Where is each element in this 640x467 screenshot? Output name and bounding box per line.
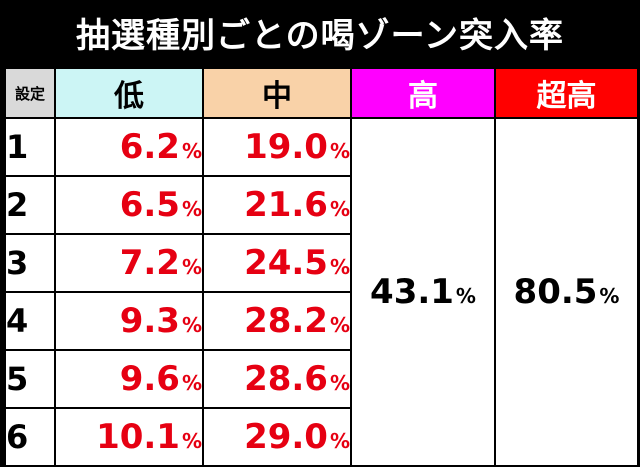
mid-rate-cell: 28.2%	[202, 291, 352, 351]
rate-value: 80.5	[513, 272, 598, 312]
high-rate-cell: 43.1%	[350, 117, 496, 467]
percent-unit: %	[329, 371, 350, 395]
rate-value: 9.3	[119, 301, 180, 341]
percent-unit: %	[181, 255, 202, 279]
header-low: 低	[54, 67, 204, 119]
mid-rate-cell: 28.6%	[202, 349, 352, 409]
percent-unit: %	[455, 284, 476, 308]
low-rate-cell: 10.1%	[54, 407, 204, 467]
setting-cell: 5	[4, 349, 56, 409]
percent-unit: %	[329, 313, 350, 337]
percent-unit: %	[329, 197, 350, 221]
rate-value: 28.2	[244, 301, 328, 341]
low-rate-cell: 9.6%	[54, 349, 204, 409]
percent-unit: %	[329, 139, 350, 163]
header-super-high: 超高	[494, 67, 639, 119]
rate-value: 19.0	[244, 127, 328, 167]
rate-value: 7.2	[119, 243, 180, 283]
rate-value: 28.6	[244, 359, 328, 399]
setting-cell: 6	[4, 407, 56, 467]
rate-value: 9.6	[119, 359, 180, 399]
header-high: 高	[350, 67, 496, 119]
mid-rate-cell: 21.6%	[202, 175, 352, 235]
low-rate-cell: 6.5%	[54, 175, 204, 235]
setting-cell: 1	[4, 117, 56, 177]
low-rate-cell: 6.2%	[54, 117, 204, 177]
table-row: 1 6.2% 19.0% 43.1% 80.5%	[4, 117, 639, 467]
table-row: 4 9.3% 28.2%	[4, 291, 638, 351]
setting-cell: 2	[4, 175, 56, 235]
table-row: 3 7.2% 24.5%	[4, 233, 638, 293]
mid-rate-cell: 19.0%	[202, 117, 352, 177]
rate-value: 6.2	[119, 127, 180, 167]
page-title: 抽選種別ごとの喝ゾーン突入率	[76, 15, 564, 56]
table-row: 5 9.6% 28.6%	[4, 349, 638, 409]
low-rate-cell: 9.3%	[54, 291, 204, 351]
setting-cell: 4	[4, 291, 56, 351]
mid-rate-cell: 24.5%	[202, 233, 352, 293]
percent-unit: %	[329, 255, 350, 279]
table-row: 2 6.5% 21.6%	[4, 175, 638, 235]
mid-rate-cell: 29.0%	[202, 407, 352, 467]
rate-value: 6.5	[119, 185, 180, 225]
rate-value: 10.1	[96, 417, 180, 457]
rate-table: 設定 低 中 高 超高 1 6.2% 19.0% 43.1% 80.5% 2 6…	[4, 67, 639, 467]
header-row: 設定 低 中 高 超高	[4, 67, 639, 119]
percent-unit: %	[599, 284, 620, 308]
rate-value: 43.1	[370, 272, 454, 312]
rate-value: 24.5	[244, 243, 328, 283]
header-mid: 中	[202, 67, 352, 119]
super-high-rate-cell: 80.5%	[494, 117, 639, 467]
percent-unit: %	[329, 429, 350, 453]
percent-unit: %	[181, 197, 202, 221]
low-rate-cell: 7.2%	[54, 233, 204, 293]
header-setting: 設定	[4, 67, 56, 119]
percent-unit: %	[181, 139, 202, 163]
rate-value: 29.0	[244, 417, 328, 457]
percent-unit: %	[181, 429, 202, 453]
rate-value: 21.6	[244, 185, 328, 225]
percent-unit: %	[181, 371, 202, 395]
percent-unit: %	[181, 313, 202, 337]
setting-cell: 3	[4, 233, 56, 293]
